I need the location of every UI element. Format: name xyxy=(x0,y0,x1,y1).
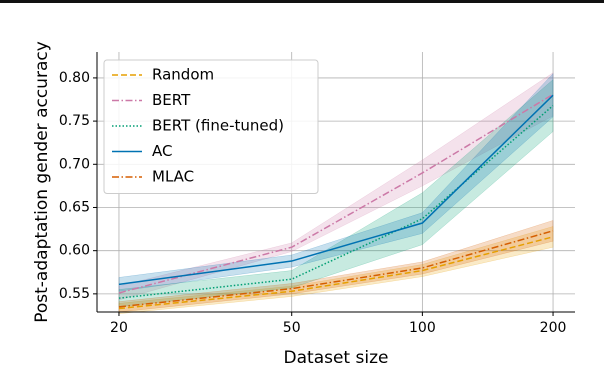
y-tick-label: 0.80 xyxy=(59,70,90,86)
x-tick-label: 200 xyxy=(540,320,567,336)
y-tick-label: 0.75 xyxy=(59,113,90,129)
legend: Random BERT BERT (fine-tuned) AC MLAC xyxy=(103,59,319,194)
line xyxy=(118,93,554,294)
y-tick-label: 0.70 xyxy=(59,156,90,172)
legend-label: BERT xyxy=(152,91,191,109)
lines xyxy=(118,93,554,310)
line xyxy=(118,230,554,308)
line xyxy=(118,104,554,299)
legend-box xyxy=(103,59,319,194)
legend-label: BERT (fine-tuned) xyxy=(152,117,284,135)
confidence-band xyxy=(118,72,554,301)
x-tick-label: 20 xyxy=(110,320,128,336)
legend-label: AC xyxy=(152,142,172,160)
legend-label: Random xyxy=(152,66,214,84)
line xyxy=(118,236,554,310)
y-tick-label: 0.60 xyxy=(59,243,90,259)
x-tick-label: 50 xyxy=(283,320,301,336)
confidence-band xyxy=(118,226,554,315)
line xyxy=(118,94,554,286)
y-axis-title: Post-adaptation gender accuracy xyxy=(32,41,52,323)
x-tick-label: 100 xyxy=(409,320,436,336)
x-axis-title: Dataset size xyxy=(284,348,389,368)
y-tick-label: 0.55 xyxy=(59,286,90,302)
legend-label: MLAC xyxy=(152,168,194,186)
y-tick-label: 0.65 xyxy=(59,199,90,215)
top-bar xyxy=(0,0,604,3)
ticks: 0.55 0.60 0.65 0.70 0.75 0.80 20 50 100 200 xyxy=(59,70,567,336)
